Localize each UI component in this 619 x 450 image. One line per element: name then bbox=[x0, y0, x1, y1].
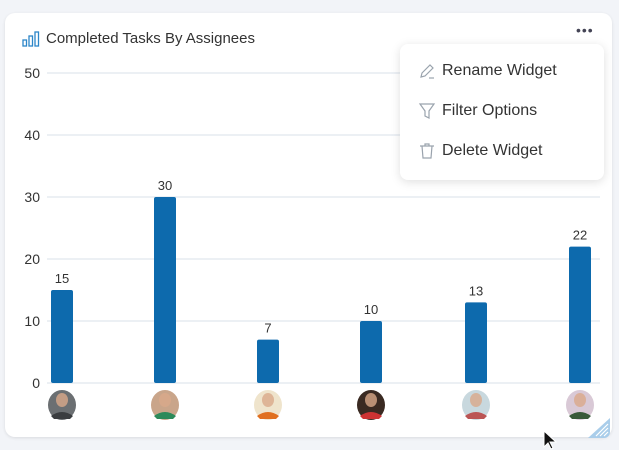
data-label: 30 bbox=[158, 178, 172, 193]
avatar-shirt bbox=[569, 412, 591, 419]
avatar-shirt bbox=[465, 412, 487, 419]
mouse-cursor-icon bbox=[543, 430, 558, 450]
avatar-shirt bbox=[51, 412, 73, 419]
bar bbox=[51, 290, 73, 383]
bar-chart-icon bbox=[22, 30, 40, 47]
filter-icon bbox=[418, 103, 436, 119]
y-tick-label: 30 bbox=[24, 189, 40, 205]
avatar-face bbox=[159, 393, 171, 407]
y-tick-label: 10 bbox=[24, 313, 40, 329]
menu-item-label: Rename Widget bbox=[442, 62, 557, 79]
data-label: 15 bbox=[55, 271, 69, 286]
y-tick-label: 40 bbox=[24, 127, 40, 143]
menu-item-rename[interactable]: Rename Widget bbox=[418, 62, 557, 80]
menu-item-delete[interactable]: Delete Widget bbox=[418, 142, 543, 160]
avatar-face bbox=[262, 393, 274, 407]
y-tick-label: 50 bbox=[24, 65, 40, 81]
widget-context-menu: Rename Widget Filter Options Delete Widg… bbox=[400, 44, 604, 180]
more-horizontal-icon[interactable]: ••• bbox=[576, 22, 594, 38]
widget-header: Completed Tasks By Assignees bbox=[22, 30, 255, 47]
avatar-shirt bbox=[154, 412, 176, 419]
bar bbox=[569, 246, 591, 383]
bar bbox=[465, 302, 487, 383]
trash-icon bbox=[420, 143, 434, 159]
data-label: 13 bbox=[469, 283, 483, 298]
menu-item-label: Delete Widget bbox=[442, 142, 543, 159]
avatar-face bbox=[365, 393, 377, 407]
data-label: 10 bbox=[364, 302, 378, 317]
y-tick-label: 0 bbox=[32, 375, 40, 391]
data-label: 22 bbox=[573, 228, 587, 243]
menu-item-label: Filter Options bbox=[442, 102, 538, 119]
resize-handle[interactable] bbox=[588, 418, 610, 438]
widget-title: Completed Tasks By Assignees bbox=[46, 30, 255, 47]
data-label: 7 bbox=[264, 321, 271, 336]
avatar-shirt bbox=[360, 412, 382, 419]
bar bbox=[360, 321, 382, 383]
menu-item-filter[interactable]: Filter Options bbox=[418, 102, 537, 120]
avatar-face bbox=[56, 393, 68, 407]
bar bbox=[154, 197, 176, 383]
pencil-icon bbox=[420, 64, 434, 79]
avatar-face bbox=[574, 393, 586, 407]
avatar-face bbox=[470, 393, 482, 407]
y-tick-label: 20 bbox=[24, 251, 40, 267]
avatar-shirt bbox=[257, 412, 279, 419]
bar bbox=[257, 339, 279, 383]
